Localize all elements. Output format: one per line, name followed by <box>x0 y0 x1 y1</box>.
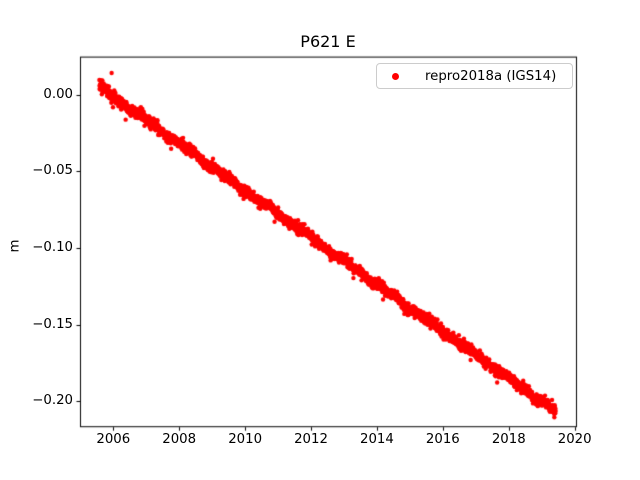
x-tick-label: 2014 <box>360 432 394 447</box>
y-tick-label: −0.10 <box>32 239 73 255</box>
legend-point-marker-icon <box>392 72 399 80</box>
y-axis-label-text: m <box>7 239 23 253</box>
x-tick-label: 2006 <box>96 432 131 447</box>
y-tick-label: 0.00 <box>43 86 73 102</box>
x-tick-label: 2020 <box>557 432 592 447</box>
chart-title: P621 E <box>300 32 356 51</box>
legend: repro2018a (IGS14) <box>376 63 573 89</box>
x-tick-label: 2012 <box>294 432 328 447</box>
x-tick-label: 2018 <box>491 432 526 447</box>
y-tick-label: −0.05 <box>32 163 73 179</box>
legend-label: repro2018a (IGS14) <box>425 68 557 84</box>
x-tick-label: 2008 <box>162 432 197 447</box>
y-tick-label: −0.15 <box>32 316 73 332</box>
y-tick-label: −0.20 <box>32 393 73 409</box>
x-tick-label: 2016 <box>425 432 460 447</box>
x-tick-label: 2010 <box>228 432 263 447</box>
